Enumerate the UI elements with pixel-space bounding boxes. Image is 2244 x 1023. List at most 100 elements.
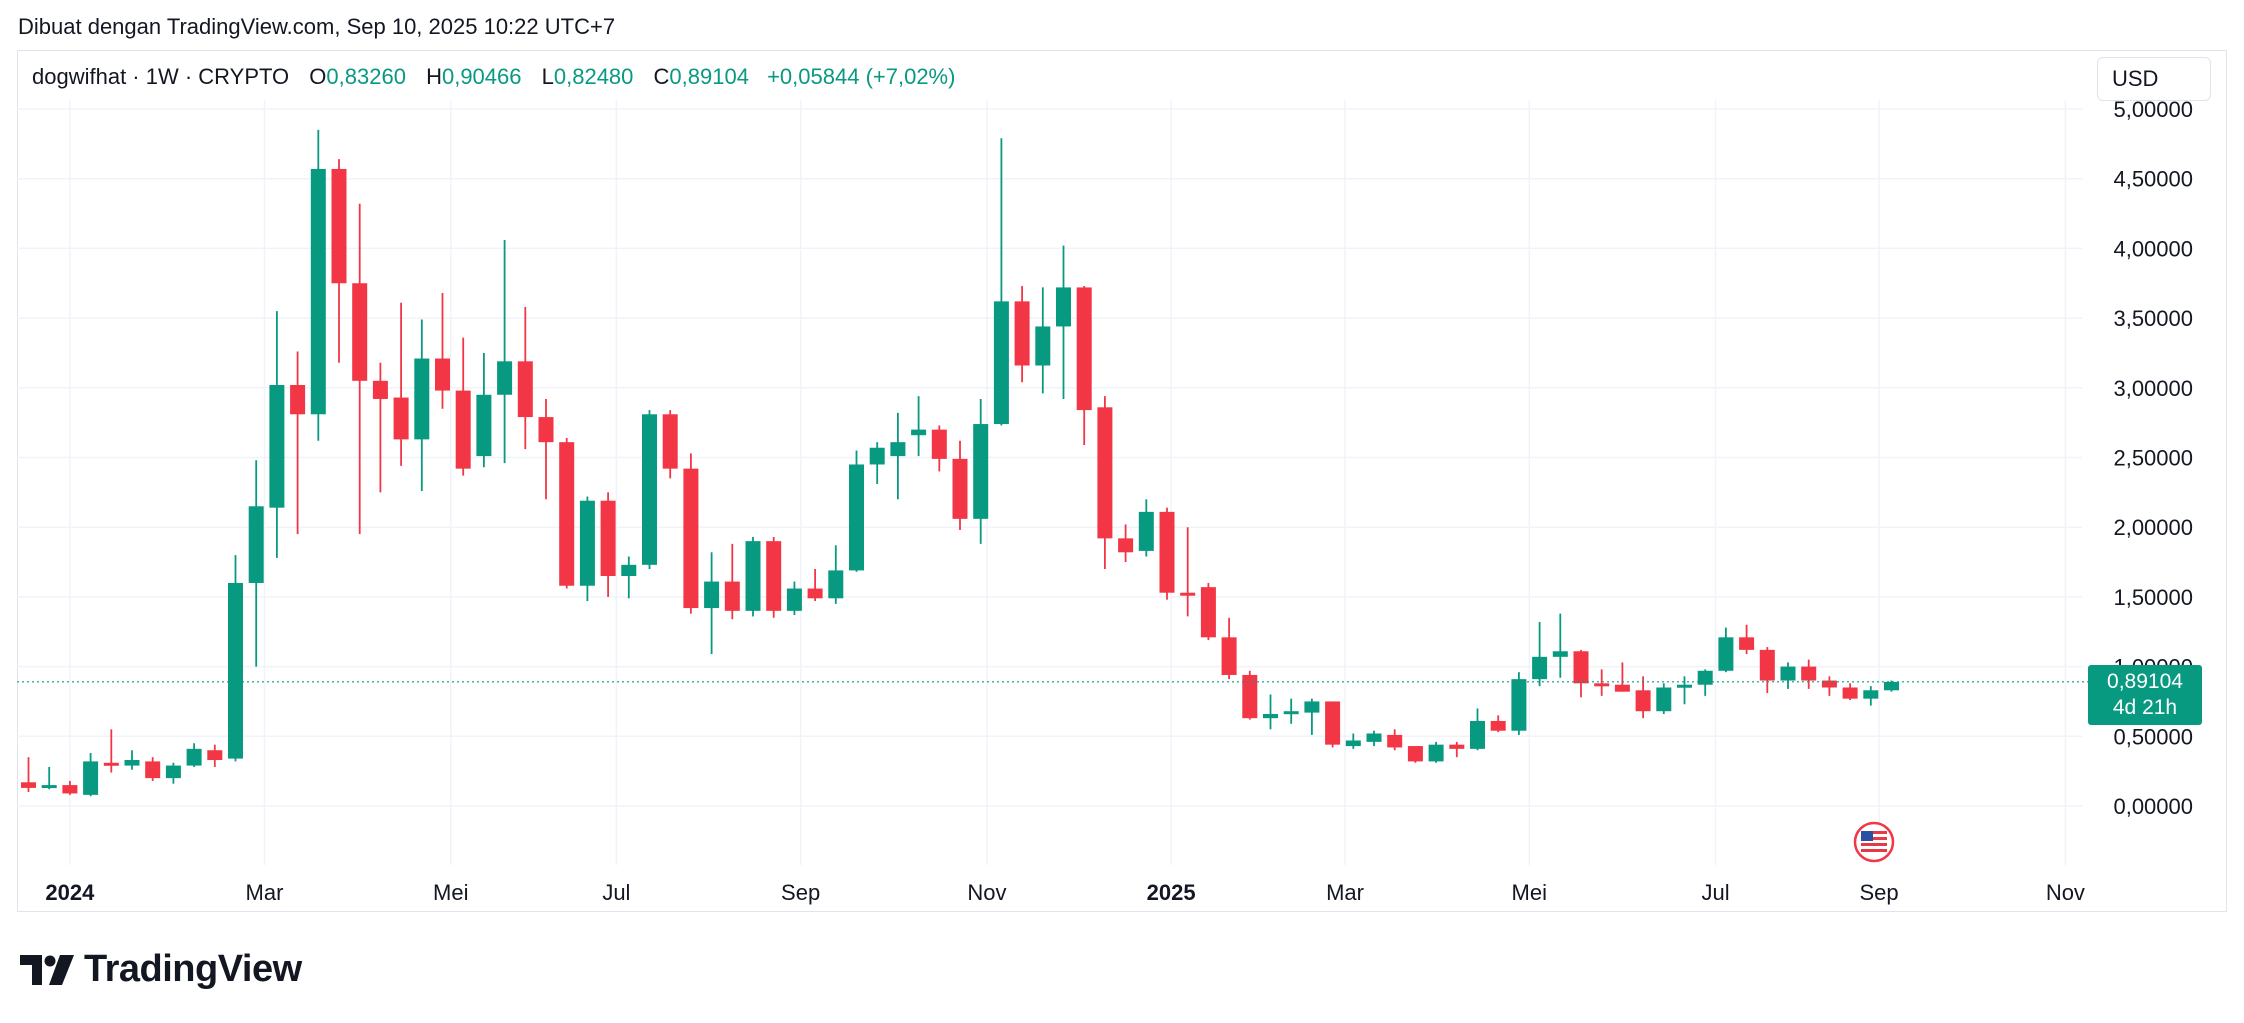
candle [1242,670,1258,720]
candle-body [1801,666,1817,681]
candle [1014,286,1030,383]
candle-body [103,762,119,766]
candle-body [1470,720,1485,749]
tradingview-logo[interactable]: TradingView [20,948,302,991]
candle-body [1138,511,1154,551]
candle-body [745,541,761,611]
flag-stripe [1861,843,1887,846]
chart-caption: Dibuat dengan TradingView.com, Sep 10, 2… [18,14,616,39]
candles [21,129,1899,797]
candle-body [41,785,57,789]
candle-body [1263,713,1278,719]
candle [1490,715,1506,733]
candle [1304,698,1320,735]
candle [41,766,57,790]
candle-body [766,541,782,611]
candle-body [21,782,36,788]
candle [890,412,906,500]
candle [83,753,99,797]
chart-overlay: 0,89104 4d 21h [17,665,2202,863]
candle [1532,621,1548,687]
candle [1056,245,1071,399]
candle-body [1594,683,1610,687]
candle-body [704,581,720,609]
candle-body [890,442,906,457]
flag-stripe [1861,849,1887,852]
candle [786,581,802,616]
x-tick-label: Nov [2046,880,2085,905]
candle-body [1863,690,1879,699]
candle [931,425,947,472]
candle-body [1677,684,1692,688]
candle [1221,617,1237,680]
candle-body [186,748,202,766]
candle-body [1718,637,1734,671]
candle [1863,686,1879,706]
candle-body [1097,407,1113,539]
currency-button[interactable]: USD [2097,57,2211,101]
x-tick-label: Jul [1701,880,1729,905]
candle-body [869,447,885,465]
candle [1345,733,1361,749]
candle [683,453,699,614]
candle [1821,676,1837,696]
x-tick-label: Nov [967,880,1006,905]
symbol-name[interactable]: dogwifhat · 1W · CRYPTO [32,64,290,89]
candle [1325,701,1341,748]
us-flag-event-icon [1853,821,1895,863]
candle-body [993,301,1009,425]
brand-name: TradingView [84,948,302,990]
candle-body [1780,666,1796,681]
flag-stripe [1861,837,1887,840]
candle [1035,287,1051,394]
candle [372,362,388,493]
candle-body [1283,711,1299,715]
candle [1594,669,1610,696]
y-tick-label: 2,50000 [2113,446,2193,471]
candle [538,398,554,500]
candle-body [1345,740,1361,747]
price-tag-value: 0,89104 [2107,670,2183,693]
candle-body [1056,287,1071,327]
low-label: L [541,64,554,89]
candle [1780,662,1796,689]
candle-body [1842,687,1858,699]
candle-body [1552,651,1568,657]
candle-body [414,358,430,440]
y-tick-label: 4,00000 [2113,236,2193,261]
close-value: 0,89104 [669,64,749,89]
candle-body [952,458,968,519]
candle [662,410,678,479]
candle-body [497,361,513,395]
candle [1718,627,1734,673]
candle-body [290,385,306,415]
candle [1138,499,1154,557]
open-label: O [309,64,327,89]
candle [290,351,306,535]
candle [1614,662,1630,692]
candle [828,545,844,604]
candle-body [559,442,575,586]
candle [1263,694,1278,730]
candle [517,306,533,450]
candle [1076,286,1092,445]
y-tick-label: 0,50000 [2113,724,2193,749]
candle-body [1573,651,1589,684]
candle-body [331,168,347,284]
x-tick-label: Sep [781,880,820,905]
y-tick-label: 3,50000 [2113,306,2193,331]
candle [1407,746,1423,763]
y-tick-label: 2,00000 [2113,515,2193,540]
high-value: 0,90466 [441,64,522,89]
candle-body [600,500,616,576]
candle-body [145,761,161,779]
candle [849,450,864,572]
candle [1842,683,1858,701]
candle [559,437,575,589]
candle [642,410,657,570]
candle [1366,730,1382,747]
candle [1801,659,1817,689]
candle-body [1697,670,1713,685]
candle [973,398,989,544]
